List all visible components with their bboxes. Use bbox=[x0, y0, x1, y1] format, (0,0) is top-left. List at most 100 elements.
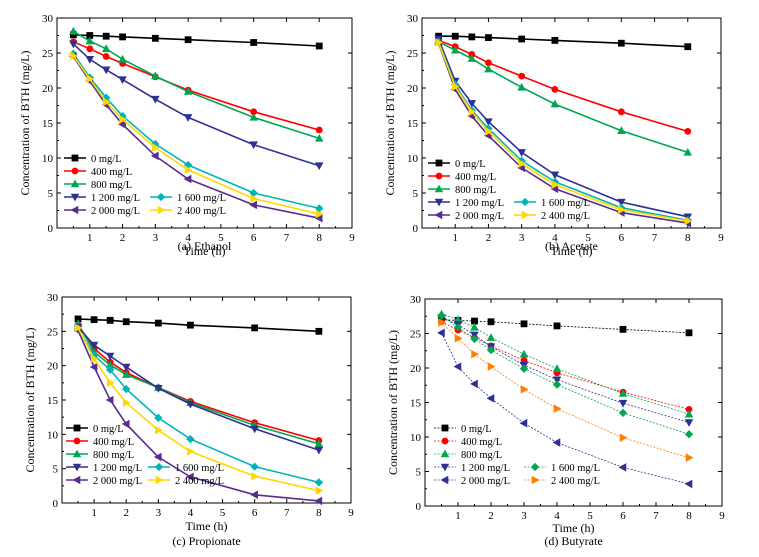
legend-entry: 0 mg/L bbox=[64, 154, 122, 165]
data-point bbox=[684, 43, 692, 51]
y-tick-label: 5 bbox=[416, 467, 422, 479]
x-tick-label: 6 bbox=[620, 510, 626, 522]
data-point bbox=[552, 380, 562, 389]
legend-entry: 1 200 mg/L bbox=[66, 463, 142, 474]
x-tick-label: 2 bbox=[486, 232, 492, 244]
legend-entry: 1 600 mg/L bbox=[148, 462, 224, 474]
data-point bbox=[520, 385, 529, 394]
legend-label: 2 000 mg/L bbox=[93, 476, 142, 487]
legend-entry: 2 000 mg/L bbox=[434, 475, 510, 487]
data-point bbox=[122, 398, 131, 408]
data-point bbox=[74, 323, 83, 333]
data-point bbox=[315, 327, 323, 335]
x-axis-label: Time (h) bbox=[184, 244, 226, 258]
series-line bbox=[72, 43, 320, 167]
series-4 bbox=[437, 314, 694, 427]
legend-marker bbox=[520, 197, 530, 207]
series-line bbox=[77, 328, 320, 484]
data-point bbox=[684, 430, 694, 439]
data-point bbox=[520, 320, 528, 328]
legend-marker bbox=[521, 210, 530, 220]
legend-entry: 400 mg/L bbox=[66, 437, 134, 448]
data-point bbox=[106, 378, 115, 388]
series-line bbox=[72, 30, 320, 140]
data-point bbox=[487, 318, 495, 326]
legend-marker bbox=[157, 205, 166, 215]
data-point bbox=[484, 64, 493, 73]
data-point bbox=[102, 53, 110, 60]
data-point bbox=[618, 399, 628, 408]
x-tick-label: 1 bbox=[91, 507, 97, 519]
legend-label: 0 mg/L bbox=[91, 154, 122, 165]
legend-entry: 0 mg/L bbox=[434, 424, 492, 435]
data-point bbox=[552, 438, 561, 447]
legend-entry: 800 mg/L bbox=[66, 449, 134, 461]
data-point bbox=[486, 345, 496, 355]
series-1 bbox=[435, 32, 692, 51]
series-7 bbox=[74, 323, 324, 495]
x-tick-label: 2 bbox=[123, 507, 129, 519]
legend-label: 1 600 mg/L bbox=[551, 463, 600, 474]
x-tick-label: 8 bbox=[685, 232, 691, 244]
x-axis-label: Time (h) bbox=[186, 519, 228, 533]
y-tick-label: 25 bbox=[47, 326, 59, 338]
legend-marker bbox=[531, 475, 540, 485]
data-point bbox=[552, 376, 562, 385]
legend-marker bbox=[440, 463, 450, 472]
data-point bbox=[484, 118, 493, 127]
y-tick-label: 15 bbox=[47, 395, 59, 407]
x-tick-label: 8 bbox=[316, 507, 322, 519]
x-tick-label: 4 bbox=[185, 232, 191, 244]
panel-caption: (d) Butyrate bbox=[544, 534, 602, 548]
data-point bbox=[121, 370, 131, 378]
legend-label: 1 200 mg/L bbox=[461, 463, 510, 474]
y-tick-label: 20 bbox=[47, 361, 59, 373]
legend-entry: 0 mg/L bbox=[428, 159, 486, 170]
data-point bbox=[250, 194, 259, 203]
legend-entry: 800 mg/L bbox=[434, 449, 502, 461]
series-5 bbox=[437, 311, 694, 439]
legend-label: 400 mg/L bbox=[91, 167, 132, 178]
data-point bbox=[519, 418, 528, 428]
data-point bbox=[471, 349, 479, 359]
legend-entry: 1 200 mg/L bbox=[434, 463, 510, 474]
series-line bbox=[77, 324, 320, 442]
data-point bbox=[617, 198, 626, 207]
data-point bbox=[683, 147, 693, 156]
data-point bbox=[454, 334, 463, 343]
series-line bbox=[78, 318, 319, 333]
series-4 bbox=[69, 40, 324, 171]
y-tick-label: 10 bbox=[47, 429, 59, 441]
y-tick-label: 25 bbox=[407, 48, 419, 60]
x-tick-label: 7 bbox=[653, 510, 659, 522]
legend-label: 2 000 mg/L bbox=[461, 476, 510, 487]
data-point bbox=[121, 419, 130, 429]
data-point bbox=[105, 352, 115, 361]
data-point bbox=[551, 37, 559, 44]
series-6 bbox=[437, 328, 693, 489]
x-tick-label: 2 bbox=[120, 232, 126, 244]
x-tick-label: 6 bbox=[252, 507, 258, 519]
series-1 bbox=[74, 315, 323, 335]
data-point bbox=[619, 325, 627, 333]
data-point bbox=[90, 354, 99, 364]
y-tick-label: 25 bbox=[42, 48, 54, 60]
x-tick-label: 4 bbox=[552, 232, 558, 244]
x-tick-label: 2 bbox=[488, 510, 494, 522]
y-tick-label: 10 bbox=[42, 153, 54, 165]
legend-entry: 2 400 mg/L bbox=[524, 475, 600, 487]
x-tick-label: 9 bbox=[349, 232, 355, 244]
data-point bbox=[519, 364, 529, 373]
legend-label: 1 600 mg/L bbox=[175, 463, 224, 474]
series-line bbox=[441, 317, 690, 423]
x-tick-label: 5 bbox=[220, 507, 226, 519]
data-point bbox=[314, 446, 324, 455]
legend-entry: 0 mg/L bbox=[66, 424, 124, 435]
data-point bbox=[86, 74, 95, 84]
data-point bbox=[315, 486, 324, 495]
x-tick-label: 3 bbox=[156, 507, 162, 519]
x-tick-label: 1 bbox=[452, 232, 458, 244]
x-tick-label: 3 bbox=[519, 232, 525, 244]
series-7 bbox=[70, 51, 324, 219]
